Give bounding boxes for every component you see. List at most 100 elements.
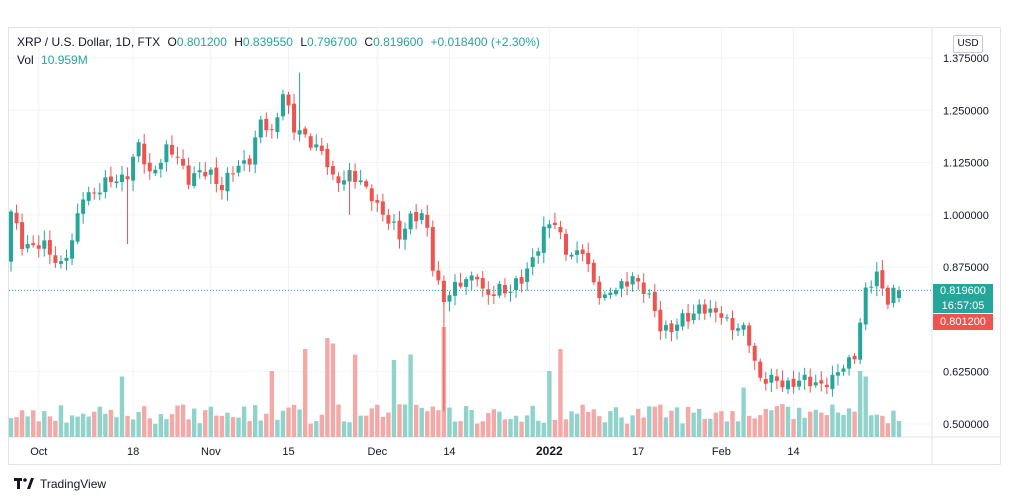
volume-bar: [75, 416, 80, 437]
candle: [280, 94, 285, 117]
volume-bar: [436, 410, 441, 437]
volume-bar: [230, 417, 236, 437]
volume-bar: [480, 421, 485, 437]
volume-bar: [425, 411, 430, 437]
candle: [9, 211, 13, 262]
candle: [630, 276, 635, 285]
volume-bar: [463, 406, 469, 437]
ohlc-legend: XRP / U.S. Dollar, 1D, FTX O0.801200 H0.…: [17, 35, 540, 49]
candle: [375, 200, 380, 203]
volume-bar: [447, 407, 452, 437]
candle: [530, 257, 535, 268]
currency-button[interactable]: USD: [953, 35, 983, 53]
candle: [602, 294, 607, 299]
candle: [247, 158, 252, 165]
candle: [852, 355, 857, 360]
volume-bar: [186, 419, 191, 437]
volume-bar: [896, 421, 902, 437]
volume-bar: [669, 410, 674, 437]
x-tick-label: 2022: [536, 444, 563, 458]
candle: [325, 148, 330, 168]
candle: [364, 181, 369, 187]
candle: [824, 384, 829, 388]
volume-bar: [314, 421, 319, 437]
candle: [192, 173, 197, 186]
volume-bar: [108, 409, 114, 437]
last-price-tag: 0.819600 16:57:05: [933, 284, 993, 313]
volume-bar: [774, 406, 780, 437]
volume-bar: [130, 419, 136, 437]
volume-bar: [25, 416, 30, 437]
brand-name[interactable]: TradingView: [40, 477, 107, 491]
candle: [719, 313, 724, 318]
volume-bar: [142, 406, 147, 437]
candle: [258, 119, 263, 138]
volume-bar: [641, 417, 646, 437]
volume-bar: [697, 408, 702, 437]
volume-bar: [613, 407, 619, 437]
candle: [53, 255, 58, 263]
volume-bar: [80, 413, 86, 437]
candle: [619, 281, 624, 289]
candle: [802, 374, 807, 380]
volume-bar: [846, 408, 852, 437]
candle: [292, 103, 297, 133]
volume-bar: [175, 405, 180, 437]
volume-bar: [519, 421, 524, 437]
chart-frame: [8, 27, 1001, 465]
volume-bar: [524, 415, 530, 437]
candle: [386, 215, 391, 224]
volume-bar: [608, 411, 613, 437]
volume-bar: [530, 405, 535, 437]
candle: [114, 181, 119, 184]
candle: [763, 378, 768, 384]
candle: [791, 378, 796, 387]
y-tick-label: 0.625000: [943, 367, 989, 379]
volume-bar: [830, 404, 835, 437]
candle: [314, 144, 319, 148]
x-tick-label: 15: [282, 446, 294, 458]
volume-bar: [103, 413, 108, 437]
candle: [636, 278, 641, 282]
volume-bar: [264, 413, 269, 437]
open-label: O: [167, 35, 177, 49]
candle: [231, 173, 235, 175]
candle: [380, 201, 385, 215]
volume-bar: [796, 407, 802, 437]
volume-bar: [502, 419, 508, 437]
candle: [586, 252, 591, 265]
volume-bar: [69, 415, 75, 437]
volume-bar: [663, 417, 669, 437]
candle: [441, 280, 446, 303]
tradingview-logo-icon[interactable]: [14, 478, 34, 490]
volume-bar: [746, 415, 752, 437]
y-tick-label: 1.375000: [943, 53, 989, 65]
volume-label: Vol: [17, 53, 34, 67]
volume-bar: [619, 417, 624, 437]
candle: [391, 221, 396, 223]
change-value: +0.018400 (+2.30%): [430, 35, 540, 49]
candle: [103, 177, 108, 193]
candle: [702, 304, 707, 314]
candle: [663, 324, 668, 331]
candle: [336, 176, 341, 184]
candle: [680, 313, 685, 327]
low-value: 0.796700: [307, 35, 358, 49]
candle: [197, 170, 202, 173]
low-label: L: [300, 35, 308, 49]
candle: [730, 318, 735, 331]
candle: [419, 213, 424, 221]
volume-bar: [741, 387, 746, 437]
candle: [741, 324, 746, 330]
candle: [120, 174, 124, 183]
candle: [575, 250, 580, 255]
candle: [475, 276, 480, 280]
candle: [558, 226, 563, 233]
candle: [491, 294, 496, 296]
volume-bar: [752, 418, 757, 437]
candle: [613, 290, 618, 295]
candle: [564, 233, 568, 255]
high-label: H: [234, 35, 243, 49]
candle: [147, 162, 152, 172]
